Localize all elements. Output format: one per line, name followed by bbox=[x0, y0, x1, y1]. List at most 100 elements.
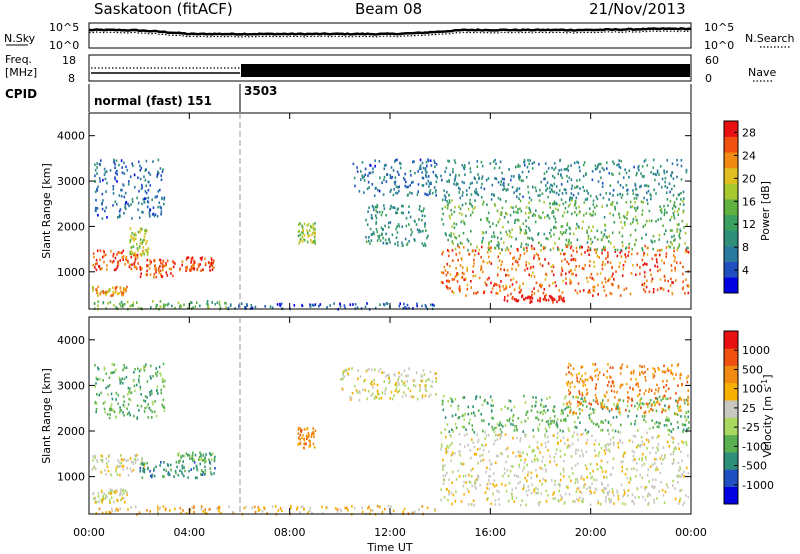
power-cell bbox=[389, 176, 392, 179]
power-cell bbox=[302, 231, 304, 235]
velocity-cell bbox=[143, 470, 146, 474]
velocity-cell bbox=[640, 485, 643, 489]
velocity-cell bbox=[550, 479, 553, 482]
power-cell bbox=[476, 160, 479, 163]
power-cell bbox=[445, 166, 448, 170]
power-cell bbox=[405, 185, 408, 189]
power-cell bbox=[299, 233, 301, 237]
velocity-cell bbox=[187, 476, 189, 479]
power-cell bbox=[636, 171, 638, 175]
velocity-cell bbox=[112, 371, 114, 374]
power-cell bbox=[402, 211, 404, 215]
cpid-segment-2: 3503 bbox=[244, 84, 277, 98]
power-cell bbox=[517, 211, 519, 214]
velocity-cell bbox=[217, 506, 220, 509]
velocity-cell bbox=[639, 389, 641, 392]
velocity-cell bbox=[562, 467, 565, 471]
power-cell bbox=[629, 205, 632, 209]
velocity-cell bbox=[461, 463, 464, 466]
power-cell bbox=[211, 268, 214, 272]
velocity-cell bbox=[298, 426, 300, 430]
power-cell bbox=[94, 190, 97, 194]
velocity-cell bbox=[376, 383, 379, 387]
velocity-cell bbox=[612, 380, 615, 384]
velocity-cell bbox=[95, 512, 98, 515]
velocity-cell bbox=[537, 427, 539, 430]
power-cell bbox=[128, 204, 130, 208]
power-cell bbox=[519, 225, 521, 229]
power-cell bbox=[108, 289, 111, 293]
power-cell bbox=[505, 274, 507, 277]
power-cell bbox=[660, 211, 663, 214]
power-cell bbox=[299, 240, 302, 243]
power-cell bbox=[566, 245, 569, 248]
velocity-cell bbox=[661, 407, 664, 411]
power-cell bbox=[501, 171, 503, 175]
velocity-cell bbox=[500, 433, 502, 436]
velocity-cell bbox=[519, 437, 522, 440]
velocity-cell bbox=[115, 415, 117, 419]
velocity-cell bbox=[621, 469, 623, 473]
velocity-cell bbox=[534, 404, 537, 408]
velocity-cell bbox=[677, 384, 679, 387]
power-cell bbox=[566, 260, 568, 264]
power-cell bbox=[461, 194, 464, 197]
power-cell bbox=[466, 266, 468, 270]
power-cell bbox=[671, 229, 673, 232]
power-cell bbox=[684, 242, 686, 245]
power-cell bbox=[395, 191, 397, 195]
power-cell bbox=[410, 174, 412, 177]
velocity-cell bbox=[597, 501, 600, 505]
power-cell bbox=[380, 213, 383, 217]
velocity-cell bbox=[597, 374, 600, 377]
power-cell bbox=[453, 210, 456, 214]
velocity-cell bbox=[660, 399, 663, 402]
power-cell bbox=[507, 248, 510, 252]
colorbar-swatch bbox=[724, 469, 738, 487]
velocity-cell bbox=[679, 467, 682, 471]
velocity-cell bbox=[350, 396, 353, 400]
power-cell bbox=[505, 200, 507, 203]
velocity-cell bbox=[356, 391, 359, 394]
velocity-cell bbox=[593, 478, 596, 481]
velocity-cell bbox=[513, 500, 515, 503]
power-cell bbox=[601, 248, 603, 252]
power-cell bbox=[609, 261, 612, 264]
power-cell bbox=[106, 216, 108, 219]
power-cell bbox=[139, 241, 142, 245]
power-cell bbox=[660, 217, 662, 220]
velocity-cell bbox=[413, 384, 415, 387]
velocity-cell bbox=[138, 369, 141, 373]
power-cell bbox=[161, 265, 164, 269]
power-cell bbox=[658, 173, 660, 176]
velocity-cell bbox=[433, 507, 436, 511]
velocity-cell bbox=[648, 480, 650, 483]
power-cell bbox=[171, 304, 173, 308]
velocity-cell bbox=[410, 395, 412, 398]
velocity-cell bbox=[610, 498, 613, 501]
velocity-cell bbox=[651, 436, 653, 439]
velocity-cell bbox=[662, 446, 665, 449]
power-cell bbox=[468, 161, 470, 165]
velocity-cell bbox=[100, 489, 103, 493]
power-cell bbox=[102, 290, 104, 293]
power-cell bbox=[94, 209, 97, 212]
power-cell bbox=[420, 210, 423, 213]
velocity-cell bbox=[175, 471, 177, 475]
power-cell bbox=[572, 257, 575, 261]
velocity-cell bbox=[562, 402, 565, 406]
power-cell bbox=[157, 266, 160, 270]
velocity-cell bbox=[594, 363, 597, 366]
velocity-cell bbox=[397, 377, 400, 381]
power-cell bbox=[306, 240, 309, 244]
velocity-cell bbox=[542, 412, 544, 416]
power-cell bbox=[312, 228, 315, 231]
power-cell bbox=[542, 211, 544, 214]
velocity-cell bbox=[431, 385, 433, 388]
power-cell bbox=[369, 242, 371, 245]
velocity-cell bbox=[123, 458, 126, 461]
power-cell bbox=[518, 187, 521, 190]
power-cell bbox=[684, 292, 686, 295]
power-cell bbox=[99, 291, 102, 295]
power-cell bbox=[365, 218, 367, 222]
